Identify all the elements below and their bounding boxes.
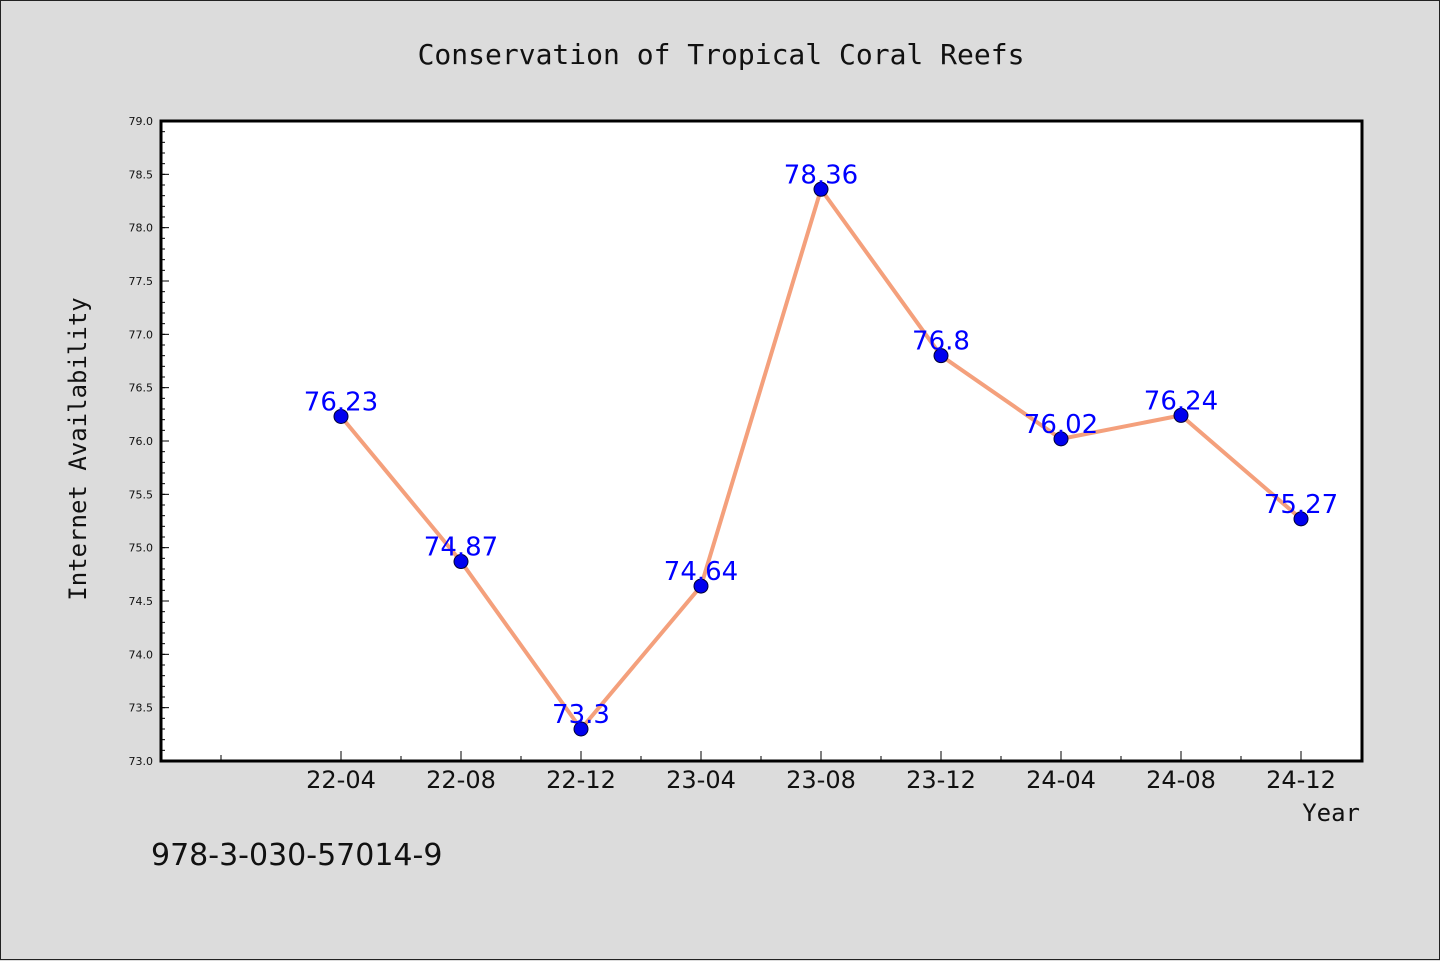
data-point-marker (453, 554, 469, 570)
y-tick-label: 76.5 (129, 382, 154, 395)
y-axis-label: Internet Availability (64, 297, 92, 600)
x-tick-label: 23-04 (666, 766, 736, 794)
data-point-marker (933, 348, 949, 364)
data-point-label: 78.36 (784, 160, 858, 190)
y-tick-label: 75.0 (129, 542, 154, 555)
data-point-label: 75.27 (1264, 490, 1338, 520)
x-axis-label: Year (1302, 799, 1360, 827)
data-point-label: 74.87 (424, 533, 498, 563)
x-tick-label: 22-12 (546, 766, 616, 794)
data-point-label: 73.3 (552, 700, 610, 730)
y-tick-label: 78.0 (129, 222, 154, 235)
footer-code: 978-3-030-57014-9 (151, 838, 442, 873)
x-tick-label: 22-04 (306, 766, 376, 794)
data-point-marker (813, 181, 829, 197)
y-tick-label: 79.0 (129, 115, 154, 128)
data-point-marker (1053, 431, 1069, 447)
y-tick-label: 77.5 (129, 275, 154, 288)
data-point-label: 76.23 (304, 387, 378, 417)
x-axis: 22-04 22-08 22-12 23-04 23-08 23-12 24-04 24-08… (220, 751, 1336, 794)
y-tick-label: 74.5 (129, 595, 154, 608)
data-point-label: 74.64 (664, 557, 738, 587)
y-tick-label: 74.0 (129, 648, 154, 661)
chart-title: Conservation of Tropical Coral Reefs (418, 38, 1025, 71)
data-point-marker (1293, 511, 1309, 527)
y-tick-label: 73.5 (129, 702, 154, 715)
data-point-marker (333, 408, 349, 424)
data-point-label: 76.02 (1024, 410, 1098, 440)
y-tick-label: 73.0 (129, 755, 154, 768)
y-tick-label: 75.5 (129, 488, 154, 501)
plot-area (159, 119, 1364, 763)
data-point-marker (1173, 407, 1189, 423)
x-tick-label: 23-08 (786, 766, 856, 794)
y-tick-label: 76.0 (129, 435, 154, 448)
data-point-label: 76.24 (1144, 386, 1218, 416)
x-tick-label: 22-08 (426, 766, 496, 794)
x-tick-label: 24-12 (1266, 766, 1336, 794)
x-tick-label: 24-08 (1146, 766, 1216, 794)
y-tick-label: 78.5 (129, 168, 154, 181)
series-line: 76.23 74.87 73.3 74.64 78.36 76.8 76.02 76.24 75… (304, 160, 1338, 737)
x-tick-label: 24-04 (1026, 766, 1096, 794)
y-tick-label: 77.0 (129, 328, 154, 341)
data-point-label: 76.8 (912, 327, 970, 357)
x-tick-label: 23-12 (906, 766, 976, 794)
data-point-marker (573, 721, 589, 737)
data-point-marker (693, 578, 709, 594)
y-axis: 73.0 73.5 74.0 74.5 75.0 75.5 76.0 76.5 77.0 77.5… (129, 115, 169, 768)
